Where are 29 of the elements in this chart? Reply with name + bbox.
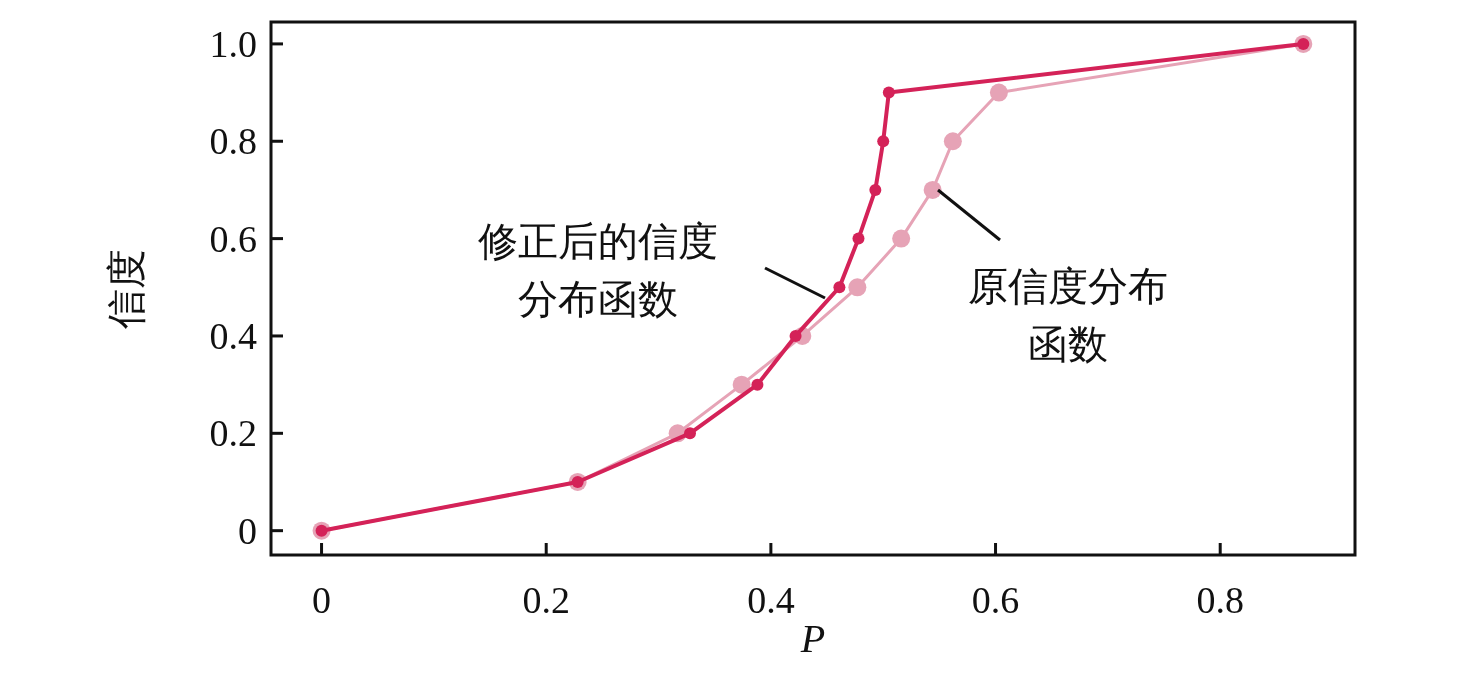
y-tick-label: 1.0 [209, 22, 257, 65]
x-tick-label: 0.6 [971, 579, 1020, 621]
point [943, 132, 962, 151]
x-axis-title: P [799, 616, 826, 661]
series-label: 修正后的信度分布函数 [478, 218, 718, 322]
point [751, 378, 764, 391]
y-tick-label: 0.4 [209, 314, 257, 357]
point [877, 135, 890, 148]
point [882, 86, 895, 99]
y-axis-title: 信度 [103, 248, 149, 329]
x-tick-label: 0.8 [1196, 579, 1244, 621]
y-tick-label: 0 [238, 509, 257, 552]
point [833, 281, 846, 294]
x-tick-label: 0.4 [747, 579, 795, 621]
y-tick-label: 0.8 [209, 120, 257, 163]
y-tick-label: 0.2 [209, 412, 257, 455]
point [892, 229, 911, 248]
point [789, 329, 802, 342]
point [684, 427, 696, 440]
x-tick-label: 0.2 [522, 579, 570, 621]
point [848, 278, 867, 297]
point [732, 375, 751, 394]
point [923, 180, 942, 199]
series-label: 原信度分布函数 [968, 263, 1168, 367]
point [852, 232, 865, 245]
x-tick-label: 0 [312, 579, 332, 621]
y-tick-label: 0.6 [209, 217, 257, 260]
point [869, 183, 882, 196]
point [989, 83, 1008, 102]
